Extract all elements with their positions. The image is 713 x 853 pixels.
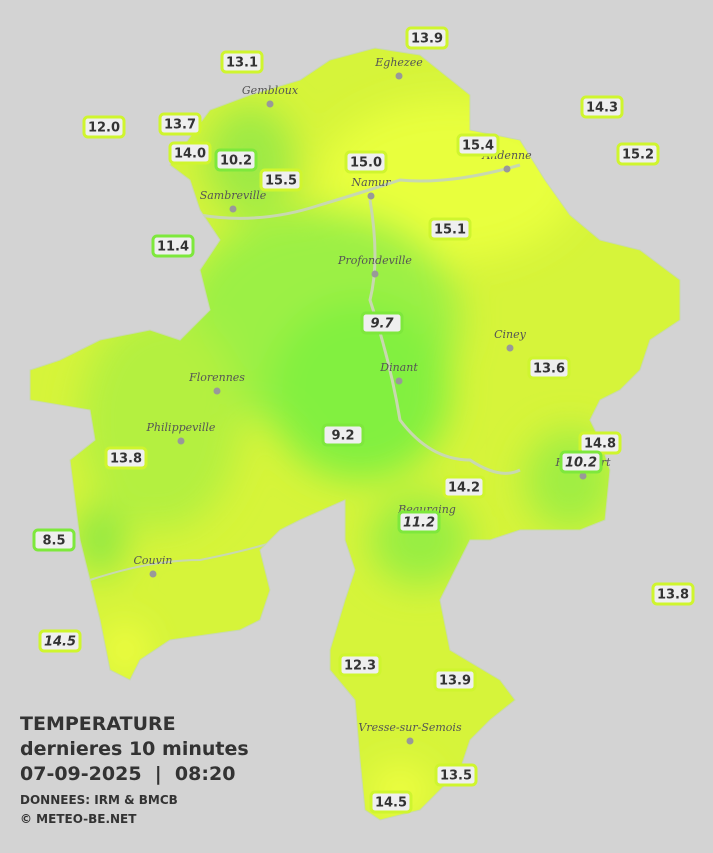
station-value: 9.7 — [370, 317, 394, 332]
city-label: Philippeville — [146, 421, 216, 434]
station-value: 14.2 — [448, 481, 480, 496]
station-box — [369, 790, 413, 814]
station-box — [104, 446, 148, 470]
city-dot — [395, 377, 403, 385]
city-label: Couvin — [134, 554, 173, 567]
station-value: 15.0 — [350, 156, 382, 171]
station-value: 13.9 — [439, 674, 471, 689]
station-value: 13.6 — [533, 362, 565, 377]
station-box — [433, 668, 477, 692]
station-box — [456, 133, 500, 157]
station-box — [338, 653, 382, 677]
city-label: Eghezee — [374, 56, 423, 69]
station-value: 10.2 — [220, 154, 252, 169]
station-box — [405, 26, 449, 50]
city-dot — [149, 570, 157, 578]
station-value: 14.5 — [375, 796, 407, 811]
station-box — [32, 528, 76, 552]
station-value: 11.2 — [403, 516, 435, 531]
source: DONNEES: IRM & BMCB — [20, 793, 178, 807]
station-value: 15.1 — [434, 223, 466, 238]
city-dot — [503, 165, 511, 173]
station-value: 13.8 — [657, 588, 689, 603]
city-dot — [579, 472, 587, 480]
station-box — [616, 142, 660, 166]
station-value: 13.1 — [226, 56, 258, 71]
station-box — [321, 423, 365, 447]
station-value: 10.2 — [565, 456, 597, 471]
station-box — [527, 356, 571, 380]
datetime: 07-09-2025 | 08:20 — [20, 763, 235, 785]
title: TEMPERATURE — [20, 713, 176, 735]
city-label: Dinant — [379, 361, 418, 374]
station-box — [151, 234, 195, 258]
station-value: 14.3 — [586, 101, 618, 116]
city-label: Florennes — [188, 371, 245, 384]
city-dot — [177, 437, 185, 445]
station-value: 9.2 — [331, 429, 354, 444]
city-dot — [371, 270, 379, 278]
city-label: Vresse-sur-Semois — [358, 721, 462, 734]
station-value: 15.5 — [265, 174, 297, 189]
city-dot — [213, 387, 221, 395]
station-value: 11.4 — [157, 240, 189, 255]
station-value: 13.8 — [110, 452, 142, 467]
subtitle: dernieres 10 minutes — [20, 738, 249, 760]
city-dot — [395, 72, 403, 80]
station-box — [651, 582, 695, 606]
station-value: 15.4 — [462, 139, 494, 154]
station-box — [38, 629, 82, 653]
station-value: 8.5 — [42, 534, 65, 549]
station-box — [82, 115, 126, 139]
station-box — [158, 112, 202, 136]
station-value: 13.9 — [411, 32, 443, 47]
city-dot — [367, 192, 375, 200]
station-box — [559, 450, 603, 474]
station-value: 15.2 — [622, 148, 654, 163]
station-value: 14.5 — [44, 635, 76, 650]
city-dot — [266, 100, 274, 108]
station-box — [442, 475, 486, 499]
city-label: Gembloux — [242, 84, 299, 97]
city-label: Namur — [351, 176, 392, 189]
city-label: Ciney — [494, 328, 527, 341]
station-value: 12.3 — [344, 659, 376, 674]
city-label: Profondeville — [337, 254, 412, 267]
station-box — [168, 141, 212, 165]
station-value: 14.8 — [584, 437, 616, 452]
city-dot — [406, 737, 414, 745]
city-dot — [229, 205, 237, 213]
station-box — [580, 95, 624, 119]
station-value: 14.0 — [174, 147, 206, 162]
station-value: 13.7 — [164, 118, 196, 133]
station-value: 12.0 — [88, 121, 120, 136]
station-box — [434, 763, 478, 787]
credit: © METEO-BE.NET — [20, 812, 137, 826]
station-box — [214, 148, 258, 172]
station-box — [344, 150, 388, 174]
city-dot — [506, 344, 514, 352]
station-box — [220, 50, 264, 74]
station-box — [428, 217, 472, 241]
city-label: Sambreville — [200, 189, 267, 202]
station-box — [259, 168, 303, 192]
station-value: 13.5 — [440, 769, 472, 784]
station-box — [397, 510, 441, 534]
station-box — [360, 311, 404, 335]
